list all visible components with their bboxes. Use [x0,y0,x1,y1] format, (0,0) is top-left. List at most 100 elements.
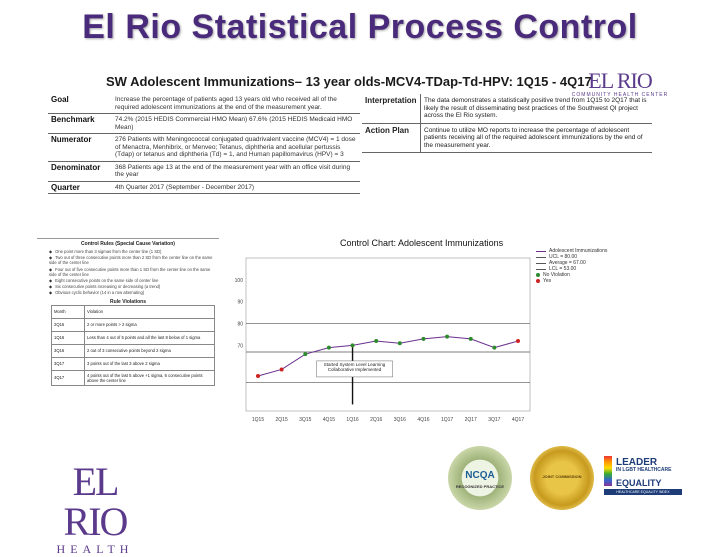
legend-swatch [536,250,546,252]
violation-month: Month [51,304,85,319]
rule-item: Obvious cyclic behavior (14 in a row alt… [49,290,219,295]
summary-row: Action Plan Continue to utilize MO report… [362,123,652,153]
y-tick-label: 70 [237,343,243,349]
rule-item: Four out of five consecutive points more… [49,267,219,277]
violation-desc: 3 points out of the last 3 above 2 sigma [84,356,215,371]
annotation-text: Started System Level Learning Collaborat… [323,361,386,373]
violation-row: 3Q17 3 points out of the last 3 above 2 s… [51,356,215,371]
data-point [350,343,355,348]
x-tick-label: 1Q15 [252,417,264,423]
legend-label: Yes [543,278,552,284]
legend-entry: UCL = 80.00 [536,254,607,260]
ncqa-sub: RECOGNIZED PRACTICE [455,484,505,489]
summary-row: Goal Increase the percentage of patients … [48,94,360,114]
control-rules-box: Control Rules (Special Cause Variation) … [37,238,219,401]
logo-text: EL RIO [588,68,652,93]
rule-item: Eight consecutive points on the same sid… [49,278,219,283]
plot-area [245,257,531,412]
ncqa-badge: NCQA RECOGNIZED PRACTICE [448,446,512,510]
y-tick-label: 90 [237,300,243,306]
summary-table-left: Goal Increase the percentage of patients … [48,94,360,194]
y-tick-label: 100 [235,278,244,284]
row-label: Denominator [48,161,112,182]
joint-commission-seal: JOINT COMMISSION [530,446,594,510]
summary-row: Interpretation The data demonstrates a st… [362,94,652,124]
rule-item: Six consecutive points increasing or dec… [49,284,219,289]
rule-item: Two out of three consecutive points more… [49,255,219,265]
legend-label: Average = 67.00 [549,260,586,266]
row-label: Goal [48,94,112,114]
row-label: Numerator [48,133,112,162]
data-point [397,341,402,346]
data-point [516,339,520,344]
violation-row: 2Q15 2 or more points > 2 sigma [51,317,215,332]
x-tick-label: 3Q15 [299,417,311,423]
rainbow-bar-icon [604,456,612,486]
panel-title: SW Adolescent Immunizations– 13 year old… [106,74,592,89]
summary-row: Benchmark 74.2% (2015 HEDIS Commercial HM… [48,113,360,134]
row-value: The data demonstrates a statistically po… [420,94,652,124]
violations-table: Month Violation 2Q15 2 or more points > 2 s… [51,304,215,386]
seal-text: JOINT COMMISSION [542,474,582,479]
chart-svg: 100 90 80 70 Started System Level Learning C… [235,257,531,423]
violation-month: 3Q16 [51,343,85,358]
chart-legend: Adolescent Immunizations UCL = 80.00 Avera… [536,248,607,284]
violation-row: 4Q17 4 points out of the last 5 above +1 … [51,369,215,386]
row-value: 74.2% (2015 HEDIS Commercial HMO Mean) 6… [112,113,360,134]
y-tick-label: 80 [237,322,243,328]
leader-title: LEADER [616,457,658,468]
row-value: 276 Patients with Meningococcal conjugat… [112,133,360,162]
violation-month: 3Q17 [51,356,85,371]
violations-heading: Rule Violations [109,298,147,305]
row-value: Increase the percentage of patients aged… [112,94,360,114]
data-point [492,345,497,350]
legend-entry: No Violation [536,272,607,278]
x-tick-label: 1Q16 [346,417,358,423]
legend-entry: LCL = 53.00 [536,266,607,272]
annotation: Started System Level Learning Collaborat… [323,361,386,373]
row-value: 368 Patients age 13 at the end of the me… [112,161,360,182]
x-tick-label: 2Q17 [465,417,477,423]
data-point [303,352,308,357]
legend-swatch [536,273,540,277]
violation-desc: 2 or more points > 2 sigma [84,317,215,332]
x-tick-label: 3Q17 [488,417,500,423]
series-line [257,336,519,377]
leader-sub: IN LGBT HEALTHCARE [616,467,672,473]
control-chart: Control Chart: Adolescent Immunizations … [230,236,682,438]
legend-label: No Violation [543,272,570,278]
leader-footer: HEALTHCARE EQUALITY INDEX [604,489,682,495]
row-label: Action Plan [362,123,421,153]
x-tick-label: 2Q16 [370,417,382,423]
legend-swatch [536,279,540,283]
x-tick-label: 4Q16 [417,417,429,423]
rules-list: One point more than 3 sigmas from the ce… [49,249,219,296]
legend-swatch [536,256,546,258]
violation-desc: 2 out of 3 consecutive points beyond 2 s… [84,343,215,358]
data-point [256,374,260,379]
legend-entry: Adolescent Immunizations [536,248,607,254]
legend-swatch [536,268,546,270]
x-tick-label: 3Q16 [394,417,406,423]
footer-logo-text: EL RIO [63,459,129,544]
violation-row: 3Q16 2 out of 3 consecutive points beyond… [51,343,215,358]
violation-desc: Violation [84,304,215,319]
rules-heading: Control Rules (Special Cause Variation) [81,241,175,247]
data-point [421,336,426,341]
x-tick-label: 1Q17 [441,417,453,423]
x-tick-label: 4Q17 [512,417,524,423]
summary-panel: SW Adolescent Immunizations– 13 year old… [40,66,680,238]
summary-row: Quarter 4th Quarter 2017 (September - Dec… [48,181,360,194]
violation-desc: 4 points out of the last 5 above +1 sigm… [84,369,215,386]
chart-title: Control Chart: Adolescent Immunizations [340,238,504,248]
legend-swatch [536,262,546,264]
row-label: Quarter [48,181,112,194]
data-point [374,339,379,344]
legend-entry: Yes [536,278,607,284]
violation-month: 4Q17 [51,369,85,386]
legend-label: Adolescent Immunizations [549,248,608,254]
legend-label: LCL = 53.00 [549,266,577,272]
x-tick-label: 2Q15 [276,417,288,423]
data-point [326,345,331,350]
violation-month: 1Q16 [51,330,85,345]
